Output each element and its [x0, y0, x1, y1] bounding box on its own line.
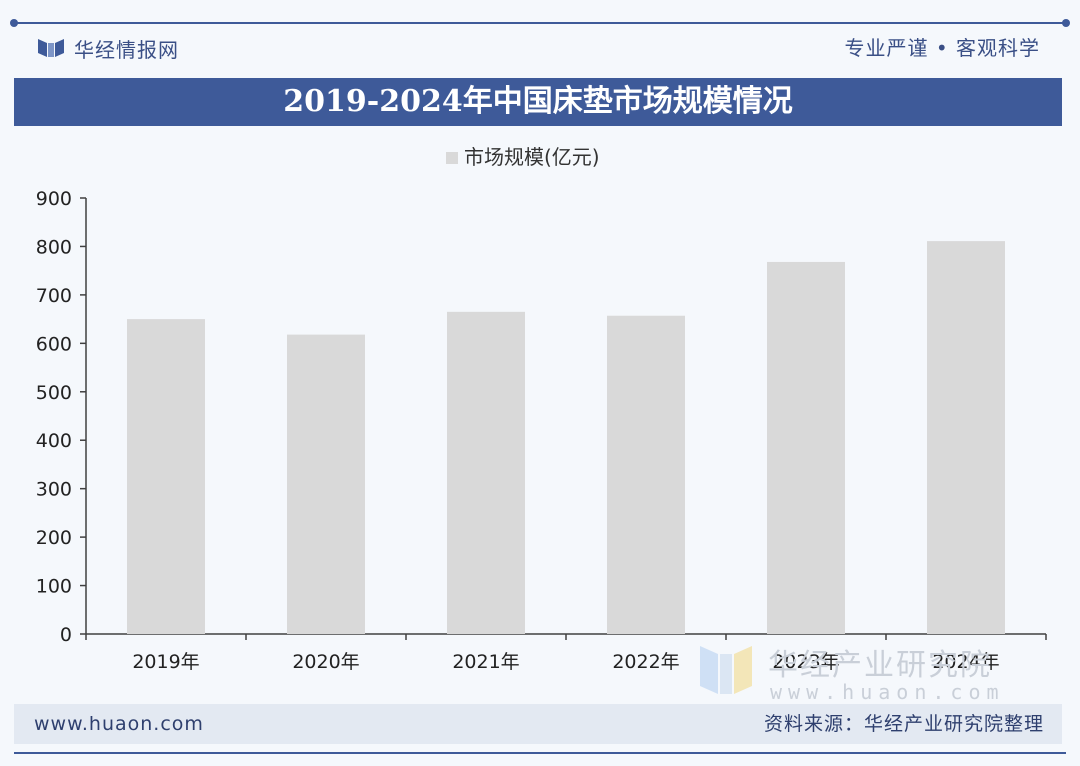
footer-source: 资料来源：华经产业研究院整理	[763, 713, 1044, 735]
legend-label: 市场规模(亿元)	[464, 145, 600, 169]
y-tick-label: 400	[36, 430, 72, 452]
top-divider-dot-left	[10, 19, 18, 27]
x-tick-label: 2020年	[292, 651, 359, 673]
footer-bar	[14, 704, 1062, 744]
y-tick-label: 800	[36, 236, 72, 258]
bar	[447, 311, 525, 634]
brand: 华经情报网	[38, 34, 179, 62]
top-divider	[14, 22, 1066, 24]
y-tick-label: 900	[36, 188, 72, 210]
y-tick-label: 100	[36, 576, 72, 598]
bar	[287, 334, 365, 634]
x-tick-label: 2023年	[772, 651, 839, 673]
bottom-divider	[14, 752, 1066, 754]
x-tick-label: 2022年	[612, 651, 679, 673]
bar	[607, 315, 685, 634]
y-tick-label: 500	[36, 382, 72, 404]
bar	[927, 241, 1005, 635]
y-tick-label: 0	[60, 624, 72, 646]
x-tick-label: 2021年	[452, 651, 519, 673]
y-tick-label: 300	[36, 479, 72, 501]
brand-logo-icon	[38, 39, 64, 57]
legend-swatch	[446, 152, 458, 164]
watermark: 华经产业研究院 www.huaon.com	[700, 640, 1040, 704]
footer-website: www.huaon.com	[34, 713, 204, 735]
y-tick-label: 600	[36, 333, 72, 355]
y-tick-label: 700	[36, 285, 72, 307]
watermark-logo-icon	[700, 646, 752, 694]
slogan: 专业严谨 • 客观科学	[844, 36, 1040, 60]
bar	[767, 261, 845, 634]
brand-name: 华经情报网	[74, 37, 179, 62]
bar	[127, 319, 205, 634]
chart-title: 2019-2024年中国床垫市场规模情况	[14, 78, 1062, 126]
watermark-name: 华经产业研究院	[768, 648, 992, 683]
y-tick-label: 200	[36, 527, 72, 549]
x-tick-label: 2024年	[932, 651, 999, 673]
top-divider-dot-right	[1062, 19, 1070, 27]
x-tick-label: 2019年	[132, 651, 199, 673]
watermark-url: www.huaon.com	[770, 680, 1005, 704]
bar-chart: 市场规模(亿元) 0 100 200 300 400 500 600 700 800 900 2019…	[36, 145, 1047, 673]
